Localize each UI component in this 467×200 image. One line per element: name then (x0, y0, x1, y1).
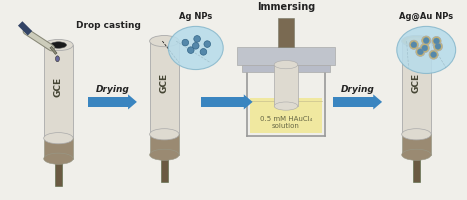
Bar (161, 155, 168, 182)
Text: Ag@Au NPs: Ag@Au NPs (399, 12, 453, 21)
Ellipse shape (44, 153, 73, 164)
Text: 0.5 mM HAuCl₄
solution: 0.5 mM HAuCl₄ solution (260, 116, 312, 129)
Circle shape (433, 42, 443, 51)
Bar (402, 134, 431, 155)
Bar (55, 159, 62, 186)
Text: Drying: Drying (340, 85, 375, 94)
Ellipse shape (56, 56, 59, 62)
Circle shape (182, 39, 189, 46)
Text: GCE: GCE (160, 73, 169, 93)
Bar (250, 98, 322, 133)
Bar (413, 155, 420, 182)
Ellipse shape (274, 102, 298, 110)
Circle shape (423, 38, 429, 44)
Ellipse shape (406, 37, 427, 45)
Polygon shape (244, 94, 253, 109)
Bar (333, 97, 376, 107)
Ellipse shape (397, 26, 456, 73)
Bar (44, 45, 73, 138)
Circle shape (431, 52, 437, 58)
Bar (242, 65, 330, 72)
Ellipse shape (402, 36, 431, 47)
Text: Drop casting: Drop casting (76, 21, 141, 30)
Circle shape (429, 50, 438, 59)
Circle shape (417, 49, 424, 55)
Ellipse shape (168, 26, 223, 70)
Circle shape (433, 38, 439, 44)
Circle shape (435, 43, 441, 49)
Ellipse shape (44, 133, 73, 144)
Text: GCE: GCE (412, 73, 421, 93)
Ellipse shape (149, 129, 179, 140)
Polygon shape (128, 94, 137, 109)
Ellipse shape (274, 61, 298, 69)
Polygon shape (373, 94, 382, 109)
Bar (278, 18, 294, 47)
Circle shape (422, 36, 431, 45)
Bar (149, 134, 179, 155)
Bar (88, 97, 131, 107)
Circle shape (411, 42, 417, 48)
Circle shape (200, 49, 207, 55)
Ellipse shape (402, 36, 431, 47)
Circle shape (409, 40, 418, 49)
Bar (237, 47, 335, 65)
Bar (274, 65, 298, 106)
Text: Drying: Drying (95, 85, 129, 94)
Ellipse shape (50, 42, 66, 48)
Text: Ag NPs: Ag NPs (179, 12, 212, 21)
Bar (201, 97, 247, 107)
Ellipse shape (402, 129, 431, 140)
Circle shape (204, 41, 211, 47)
Circle shape (194, 36, 200, 42)
Circle shape (432, 36, 441, 46)
Circle shape (416, 47, 425, 56)
Ellipse shape (402, 149, 431, 160)
Bar (44, 138, 73, 159)
Bar (149, 41, 179, 134)
Text: GCE: GCE (54, 77, 63, 97)
Text: Immersing: Immersing (257, 2, 315, 12)
Bar (402, 41, 431, 134)
Ellipse shape (149, 149, 179, 160)
Circle shape (187, 47, 194, 53)
Circle shape (420, 43, 429, 53)
Ellipse shape (44, 39, 73, 51)
Circle shape (422, 45, 428, 51)
Ellipse shape (149, 36, 179, 47)
Circle shape (192, 43, 199, 49)
